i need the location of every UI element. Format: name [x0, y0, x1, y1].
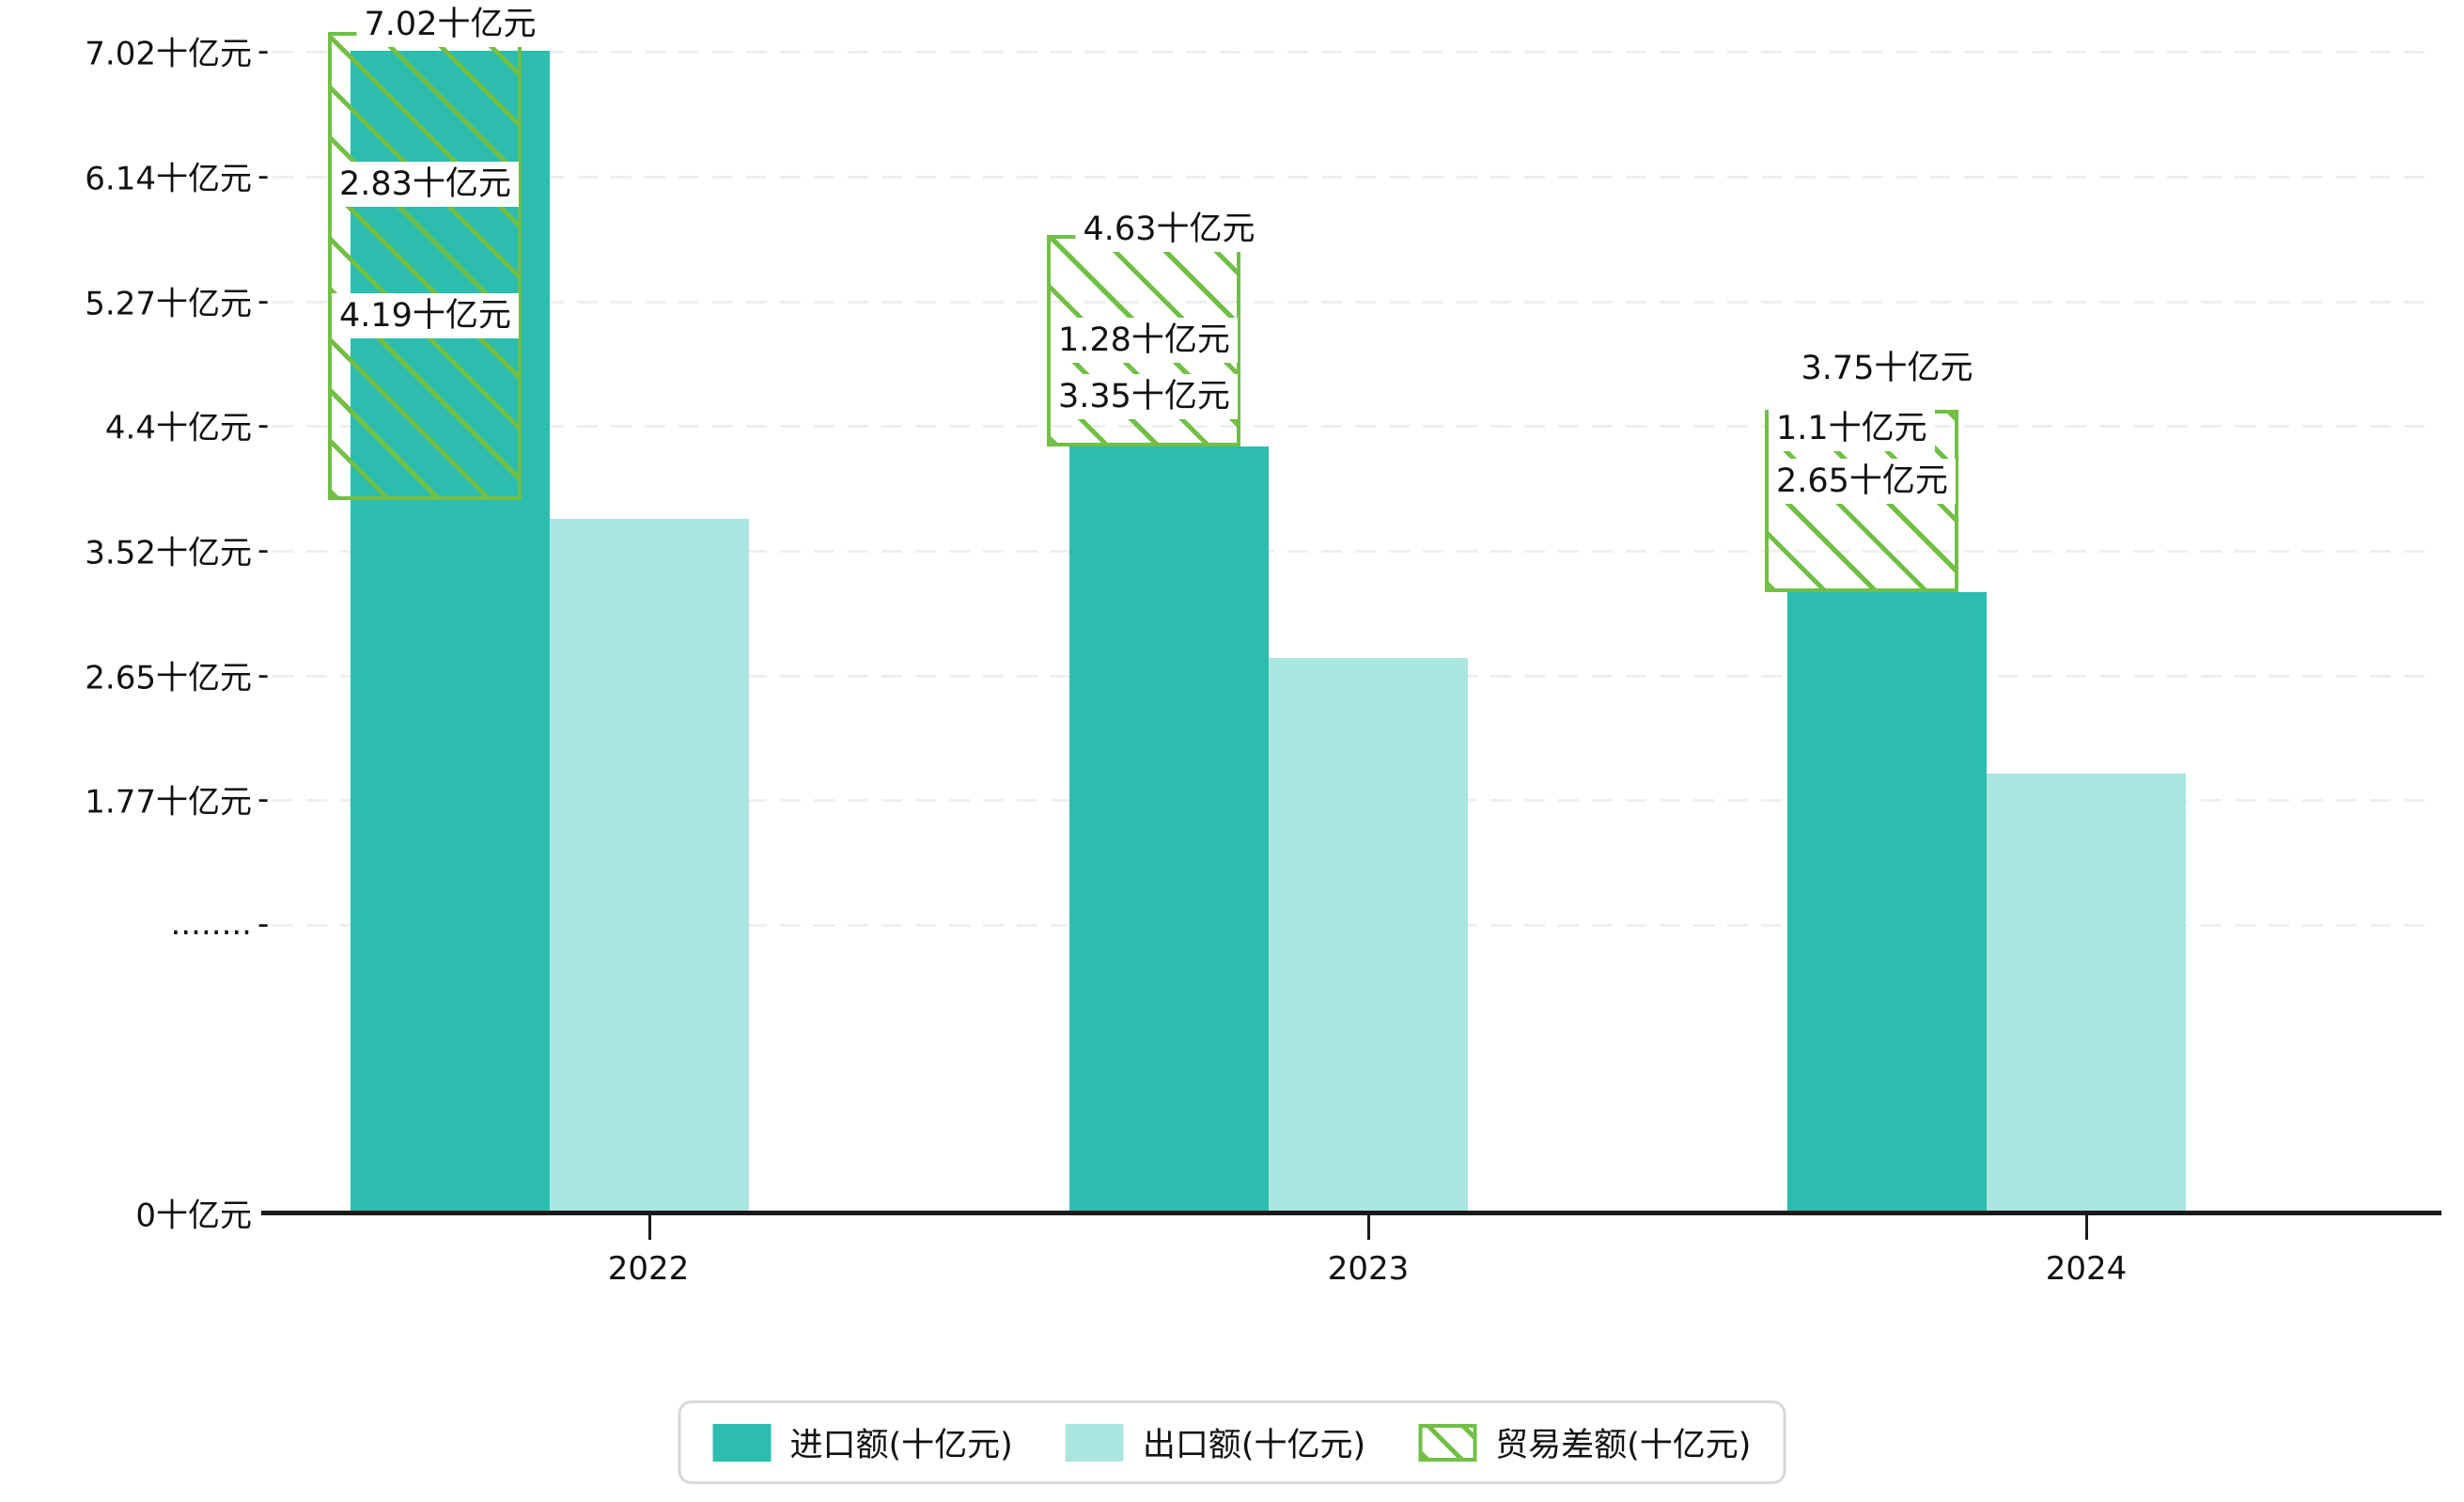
legend-swatch-import-icon	[712, 1423, 772, 1462]
x-tick-2024	[2085, 1215, 2088, 1240]
x-axis-label-2022: 2022	[607, 1250, 690, 1288]
x-axis-line	[261, 1211, 2441, 1215]
y-tick-label-3: 3.52十亿元	[85, 534, 252, 572]
x-axis-label-2024: 2024	[2045, 1250, 2128, 1288]
bar-export-2022	[550, 519, 749, 1213]
gridline-6	[273, 176, 2425, 179]
y-tick-dash-ellipsis: -	[257, 905, 270, 943]
x-axis-label-2023: 2023	[1327, 1250, 1410, 1288]
value-label-trade-balance-2024: 1.1十亿元	[1769, 406, 1935, 452]
bar-trade-balance-2022	[328, 32, 522, 500]
plot-area: 7.02十亿元 2.83十亿元 4.19十亿元 4.63十亿元 1.28十亿元 …	[273, 2, 2425, 1213]
bar-export-2024	[1987, 774, 2186, 1213]
value-label-import-2024: 3.75十亿元	[1793, 346, 1981, 392]
value-label-export-2022: 4.19十亿元	[332, 293, 519, 339]
value-label-import-2023: 4.63十亿元	[1075, 207, 1263, 253]
gridline-3	[273, 550, 2425, 553]
bar-export-2023	[1269, 658, 1468, 1213]
chart-legend: 进口额(十亿元) 出口额(十亿元) 贸易差额(十亿元)	[678, 1400, 1786, 1484]
bar-import-2024	[1787, 592, 1987, 1213]
legend-label-trade-balance: 贸易差额(十亿元)	[1495, 1427, 1752, 1464]
y-tick-label-6: 6.14十亿元	[85, 160, 252, 198]
y-tick-label-4: 4.4十亿元	[104, 409, 252, 447]
y-axis-labels: 7.02十亿元 6.14十亿元 5.27十亿元 4.4十亿元 3.52十亿元 2…	[0, 0, 252, 1316]
y-tick-label-7: 7.02十亿元	[85, 35, 252, 73]
y-tick-dash-1: -	[257, 780, 270, 818]
legend-label-import: 进口额(十亿元)	[789, 1427, 1013, 1464]
x-tick-2023	[1367, 1215, 1370, 1240]
y-tick-label-5: 5.27十亿元	[85, 285, 252, 323]
gridline-4	[273, 425, 2425, 428]
legend-item-trade-balance[interactable]: 贸易差额(十亿元)	[1418, 1418, 1751, 1466]
y-tick-dash-2: -	[257, 656, 270, 694]
y-tick-dash-7: -	[257, 32, 270, 70]
y-tick-dash-3: -	[257, 531, 270, 569]
y-tick-dash-4: -	[257, 406, 270, 444]
legend-item-import[interactable]: 进口额(十亿元)	[712, 1418, 1013, 1466]
y-tick-label-2: 2.65十亿元	[85, 659, 252, 697]
value-label-trade-balance-2022: 2.83十亿元	[332, 162, 519, 208]
y-tick-label-1: 1.77十亿元	[85, 783, 252, 821]
gridline-5	[273, 301, 2425, 304]
value-label-export-2023: 3.35十亿元	[1051, 374, 1238, 420]
y-tick-label-ellipsis: ........	[170, 905, 252, 943]
value-label-import-2022: 7.02十亿元	[356, 2, 544, 48]
x-tick-2022	[648, 1215, 651, 1240]
y-tick-label-0: 0十亿元	[135, 1197, 252, 1235]
legend-swatch-export-icon	[1065, 1423, 1124, 1462]
value-label-trade-balance-2023: 1.28十亿元	[1051, 318, 1238, 364]
y-tick-dash-6: -	[257, 157, 270, 195]
bar-import-2023	[1069, 446, 1269, 1213]
legend-item-export[interactable]: 出口额(十亿元)	[1065, 1418, 1366, 1466]
legend-label-export: 出口额(十亿元)	[1142, 1427, 1366, 1464]
y-tick-dash-5: -	[257, 282, 270, 320]
legend-swatch-trade-balance-icon	[1418, 1423, 1477, 1462]
gridline-7	[273, 51, 2425, 54]
value-label-export-2024: 2.65十亿元	[1769, 459, 1956, 505]
